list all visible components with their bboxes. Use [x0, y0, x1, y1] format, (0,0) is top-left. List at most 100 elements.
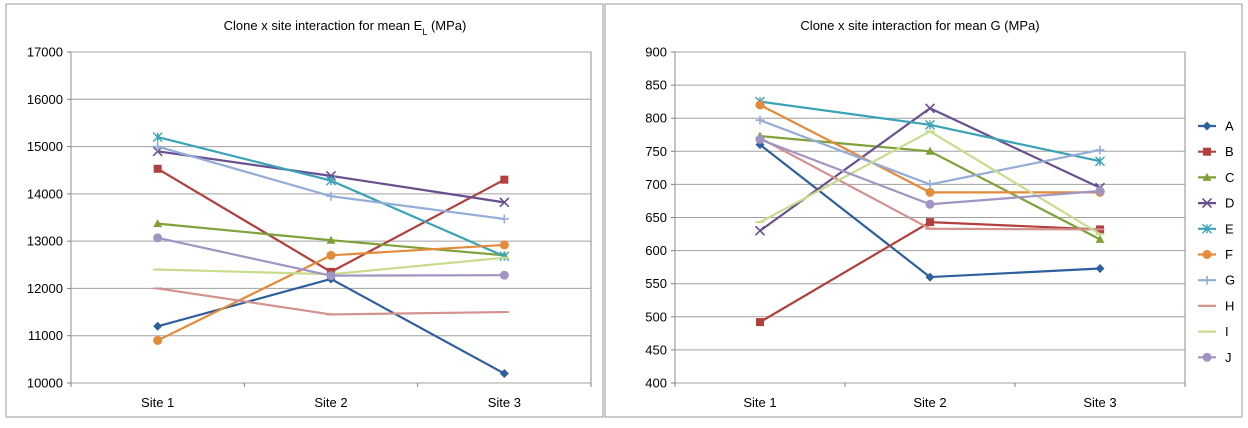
chart-b-y-tick-label: 850	[645, 78, 667, 93]
chart-a-y-tick-label: 17000	[27, 45, 63, 60]
chart-a-data-point	[153, 321, 163, 331]
legend-label: E	[1225, 221, 1234, 236]
legend-item-j: J	[1198, 350, 1232, 365]
chart-b-y-tick-label: 650	[645, 210, 667, 225]
legend-item-a: A	[1198, 119, 1234, 134]
chart-b-data-point	[925, 119, 935, 130]
chart-a-series-f	[153, 240, 509, 345]
chart-b-data-point	[754, 225, 766, 236]
chart-b-data-point	[925, 199, 935, 209]
chart-b-y-tick-label: 600	[645, 243, 667, 258]
chart-b-data-point	[1095, 145, 1105, 155]
chart-b-data-point	[755, 134, 765, 144]
chart-a-x-tick-label: Site 2	[314, 395, 347, 410]
legend-marker	[1203, 147, 1211, 156]
chart-a-series-h	[153, 287, 509, 316]
chart-a-plot-area	[70, 51, 592, 384]
chart-a-data-point	[499, 240, 509, 250]
legend-marker	[1202, 250, 1212, 259]
chart-b-data-point	[755, 115, 765, 125]
chart-b-y-tick-label: 400	[645, 376, 667, 391]
chart-b-data-point	[925, 146, 935, 155]
chart-b-y-tick-label: 900	[645, 45, 667, 60]
chart-b-data-point	[924, 103, 936, 114]
legend-label: A	[1225, 119, 1234, 134]
chart-a-y-tick-label: 11000	[28, 328, 63, 343]
legend-item-g: G	[1198, 273, 1235, 288]
chart-b-y-tick-label: 500	[645, 309, 667, 324]
legend-marker	[1202, 121, 1212, 131]
chart-b-series-i	[755, 130, 1105, 236]
legend-label: F	[1225, 247, 1233, 262]
legend-marker	[1202, 275, 1212, 285]
legend-label: D	[1225, 196, 1234, 211]
chart-a-data-point	[326, 235, 336, 244]
chart-b-data-point	[1095, 156, 1105, 167]
chart-a-data-point	[153, 164, 162, 173]
chart-b-y-tick-label: 550	[645, 276, 667, 291]
chart-b-data-point	[755, 100, 765, 110]
chart-a-data-point	[499, 270, 509, 280]
legend-marker	[1201, 198, 1213, 209]
legend-marker	[1202, 172, 1212, 181]
chart-a-data-point	[499, 197, 510, 208]
legend-item-e: E	[1198, 221, 1234, 236]
chart-a-x-tick-label: Site 3	[488, 395, 521, 410]
chart-b-series-g	[755, 115, 1105, 189]
chart-a-data-point	[153, 233, 163, 243]
chart-b-x-tick-label: Site 1	[743, 395, 776, 410]
legend-label: C	[1225, 170, 1234, 185]
chart-a-x-tick-label: Site 1	[141, 395, 174, 410]
chart-b-data-point	[1095, 234, 1105, 243]
legend-label: J	[1225, 350, 1232, 365]
chart-a-data-point	[153, 142, 163, 152]
legend-item-f: F	[1198, 247, 1233, 262]
chart-b-data-point	[1095, 186, 1105, 196]
chart-b-data-point	[756, 318, 764, 327]
chart-a-data-point	[499, 369, 509, 379]
chart-a-data-point	[326, 191, 336, 201]
chart-b-x-tick-label: Site 2	[913, 395, 946, 410]
legend-item-d: D	[1198, 196, 1234, 211]
legend-item-b: B	[1198, 144, 1234, 159]
chart-b-y-tick-label: 750	[645, 144, 667, 159]
chart-a-title: Clone x site interaction for mean EL (MP…	[224, 18, 467, 37]
chart-b-data-point	[926, 218, 934, 227]
chart-a-y-tick-label: 10000	[27, 376, 63, 391]
chart-a-y-tick-label: 15000	[27, 139, 63, 154]
chart-a-data-point	[326, 271, 336, 281]
chart-b-series-j	[755, 134, 1105, 209]
legend-item-h: H	[1198, 298, 1234, 313]
chart-a-data-point	[500, 175, 509, 184]
chart-a-data-point	[326, 175, 336, 186]
legend-label: B	[1225, 144, 1234, 159]
legend-label: H	[1225, 298, 1234, 313]
chart-b-data-point	[925, 179, 935, 189]
chart-b-data-point	[1095, 263, 1105, 273]
chart-a-data-point	[153, 335, 163, 345]
chart-a-series-j	[153, 233, 509, 281]
chart-b-data-point	[925, 272, 935, 282]
chart-b-title: Clone x site interaction for mean G (MPa…	[800, 18, 1039, 33]
chart-a-y-tick-label: 16000	[27, 92, 63, 107]
chart-b-y-tick-label: 450	[645, 342, 667, 357]
chart-b-y-tick-label: 800	[645, 111, 667, 126]
legend-item-i: I	[1198, 324, 1229, 339]
legend-label: I	[1225, 324, 1229, 339]
chart-a-data-point	[499, 214, 509, 224]
chart-a-y-tick-label: 14000	[27, 186, 63, 201]
chart-a-data-point	[153, 219, 163, 228]
chart-a-series-e	[152, 132, 510, 262]
legend-item-c: C	[1198, 170, 1234, 185]
chart-b-y-tick-label: 700	[645, 177, 667, 192]
chart-a: 10000 11000 12000 13000 14000 15000 16000 17000…	[27, 45, 592, 410]
chart-a-data-point	[326, 250, 336, 260]
chart-a-series-g	[153, 142, 509, 224]
chart-b: 400 450 500 550 600 650 700 750 800 850 900 Site 1 S…	[645, 45, 1186, 410]
chart-a-data-point	[152, 132, 163, 143]
chart-a-y-tick-label: 12000	[27, 281, 63, 296]
chart-b-data-point	[925, 187, 935, 197]
